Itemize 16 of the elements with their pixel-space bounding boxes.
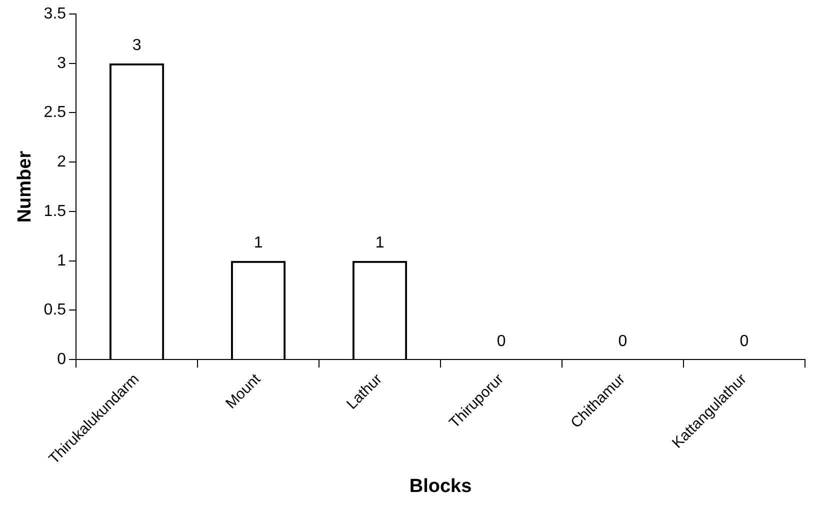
data-label: 1 xyxy=(254,234,263,252)
y-axis-title: Number xyxy=(14,150,36,223)
data-label: 0 xyxy=(496,332,506,350)
y-tick-label: 1.5 xyxy=(44,202,66,220)
data-label: 0 xyxy=(618,332,628,350)
y-tick-label: 2 xyxy=(57,154,66,171)
y-tick-label: 1 xyxy=(57,252,66,270)
data-label: 3 xyxy=(132,36,142,54)
y-tick-label: 0 xyxy=(57,350,66,368)
y-tick-label: 3.5 xyxy=(44,5,66,22)
x-axis-title: Blocks xyxy=(409,476,472,497)
data-label: 1 xyxy=(375,234,384,252)
y-tick-label: 0.5 xyxy=(44,302,66,319)
data-label: 0 xyxy=(740,332,749,350)
y-tick-label: 2.5 xyxy=(44,104,66,122)
y-tick-label: 3 xyxy=(57,54,66,72)
